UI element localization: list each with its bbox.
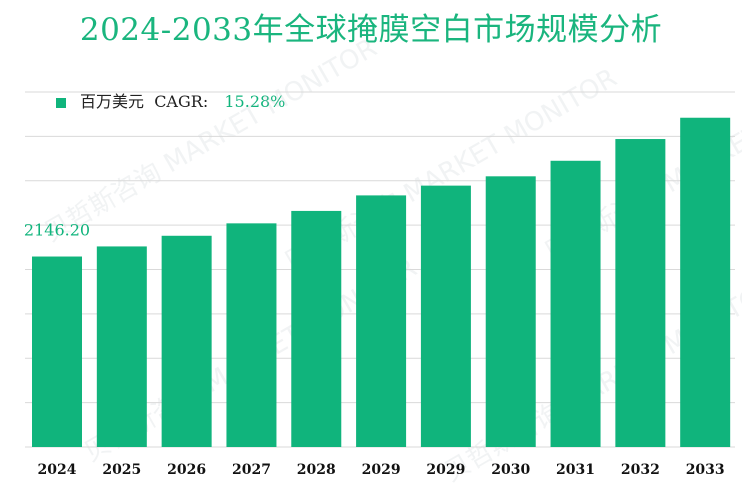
bar-2026 xyxy=(161,235,212,447)
bar-2033 xyxy=(680,117,731,448)
bar-2025 xyxy=(96,246,147,447)
x-tick-label: 2031 xyxy=(556,462,595,478)
x-tick-label: 2029 xyxy=(362,462,401,478)
bar-2028 xyxy=(291,210,342,447)
bar-2024 xyxy=(32,256,82,447)
chart-title: 2024-2033年全球掩膜空白市场规模分析 xyxy=(79,12,663,48)
x-tick-label: 2028 xyxy=(297,462,336,478)
legend-series-label: 百万美元 xyxy=(80,92,145,111)
legend-cagr-value: 15.28% xyxy=(224,92,286,111)
x-tick-label: 2027 xyxy=(232,462,271,478)
legend-swatch xyxy=(56,97,66,108)
x-tick-label: 2025 xyxy=(102,462,141,478)
bar-2032 xyxy=(615,139,666,447)
legend-cagr-label: CAGR: xyxy=(154,92,209,111)
x-tick-label: 2029 xyxy=(426,462,465,478)
bar-2031 xyxy=(550,160,601,447)
x-tick-label: 2024 xyxy=(38,462,77,478)
data-label: 2146.20 xyxy=(24,221,90,240)
x-tick-label: 2032 xyxy=(621,462,660,478)
bar-2030 xyxy=(485,176,536,447)
legend: 百万美元 CAGR: 15.28% xyxy=(56,88,285,112)
x-tick-label: 2030 xyxy=(491,462,530,478)
x-tick-label: 2026 xyxy=(167,462,206,478)
bar-2027 xyxy=(226,223,277,447)
bar-2029 xyxy=(420,185,471,447)
bar-2029 xyxy=(356,195,407,447)
x-tick-label: 2033 xyxy=(686,462,725,478)
